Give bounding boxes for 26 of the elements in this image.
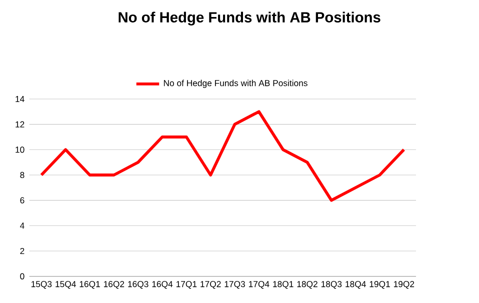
y-tick-label: 2 (20, 248, 24, 254)
x-tick-label: 18Q1 (273, 281, 294, 289)
y-tick-label: 10 (16, 146, 24, 153)
y-tick-label: 14 (16, 96, 24, 102)
x-tick-label: 18Q4 (346, 281, 366, 289)
x-tick-label: 17Q3 (224, 281, 245, 289)
y-tick-label: 8 (20, 172, 24, 178)
chart-title: No of Hedge Funds with AB Positions (118, 12, 380, 26)
legend-label: No of Hedge Funds with AB Positions (164, 80, 308, 88)
x-tick-label: 16Q2 (104, 281, 124, 289)
x-tick-label: 17Q4 (248, 281, 270, 289)
x-tick-label: 15Q4 (56, 281, 76, 289)
x-tick-label: 19Q2 (394, 281, 414, 289)
x-tick-label: 17Q2 (200, 281, 221, 289)
y-tick-label: 6 (20, 197, 24, 204)
x-tick-label: 16Q3 (128, 281, 148, 289)
x-tick-label: 16Q1 (80, 281, 100, 289)
x-tick-label: 16Q4 (152, 281, 173, 289)
y-tick-label: 0 (20, 273, 24, 280)
y-tick-label: 4 (20, 222, 24, 229)
y-tick-label: 12 (16, 121, 24, 128)
x-tick-label: 15Q3 (31, 281, 52, 289)
x-tick-label: 18Q2 (297, 281, 318, 289)
x-tick-label: 19Q1 (370, 281, 390, 289)
x-tick-label: 18Q3 (321, 281, 342, 289)
x-tick-label: 17Q1 (176, 281, 197, 289)
